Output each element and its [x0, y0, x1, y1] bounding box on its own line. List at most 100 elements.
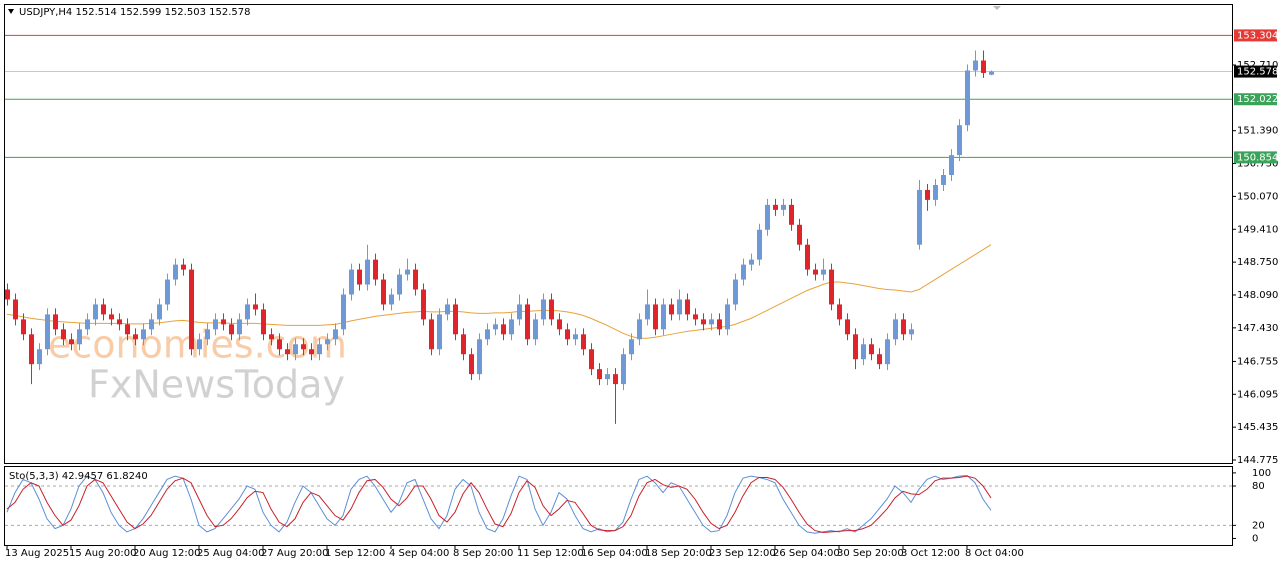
candle-body [189, 269, 194, 350]
candle-body [157, 304, 162, 320]
candle-body [573, 334, 578, 340]
candle-body [389, 294, 394, 305]
candle-body [437, 314, 442, 350]
y-tick-label: 145.435 [1237, 422, 1278, 433]
x-tick-label: 16 Sep 04:00 [581, 548, 648, 559]
last-low: 152.503 [165, 7, 206, 18]
candle-body [965, 70, 970, 126]
candle-body [773, 204, 778, 210]
candle-body [229, 324, 234, 335]
level-label-box [1234, 151, 1277, 164]
candle-body [133, 334, 138, 340]
candle-body [149, 319, 154, 330]
candle-body [757, 229, 762, 260]
candle-body [61, 329, 66, 340]
x-tick-label: 4 Sep 04:00 [389, 548, 449, 559]
candle-body [453, 304, 458, 335]
candle-body [37, 349, 42, 365]
candle-body [237, 319, 242, 335]
candle-body [109, 314, 114, 320]
candle-body [261, 309, 266, 335]
candle-body [805, 244, 810, 270]
candle-body [637, 319, 642, 340]
y-tick-label: 150.730 [1237, 159, 1278, 170]
indicator-header: Sto(5,3,3) 42.9457 61.8240 [9, 471, 148, 482]
x-tick-label: 15 Aug 20:00 [69, 548, 136, 559]
candle-body [877, 354, 882, 365]
y-tick-label: 100 [1252, 468, 1271, 479]
candle-body [517, 304, 522, 320]
candle-body [957, 125, 962, 156]
candle-body [333, 329, 338, 340]
x-tick-label: 26 Sep 04:00 [773, 548, 840, 559]
x-tick-label: 8 Sep 20:00 [453, 548, 513, 559]
price-label: 152.578 [1237, 67, 1278, 78]
candle-body [493, 324, 498, 330]
last-high: 152.599 [120, 7, 161, 18]
candle-body [165, 279, 170, 305]
candle-body [245, 304, 250, 320]
x-tick-label: 23 Sep 12:00 [709, 548, 776, 559]
candle-body [341, 294, 346, 330]
candle-body [669, 304, 674, 315]
plot: 144.775 145.435 146.095 146.755 147.430 148.0… [5, 29, 1278, 559]
chart-header: USDJPY,H4 152.514 152.599 152.503 152.57… [19, 7, 250, 18]
candle-body [69, 339, 74, 345]
candle-body [925, 189, 930, 200]
candle-body [973, 60, 978, 71]
x-tick-label: 8 Oct 04:00 [965, 548, 1024, 559]
candle-body [685, 299, 690, 315]
level-label-box [1234, 93, 1277, 106]
candle-body [293, 344, 298, 355]
x-tick-label: 13 Aug 2025 [5, 548, 69, 559]
candle-body [181, 264, 186, 270]
x-tick-label: 20 Aug 12:00 [133, 548, 200, 559]
menu-arrow[interactable] [8, 9, 14, 14]
candle-body [901, 319, 906, 335]
candle-body [941, 175, 946, 185]
candle-body [53, 314, 58, 330]
candle-body [741, 264, 746, 280]
candle-body [21, 319, 26, 335]
candle-body [789, 204, 794, 225]
candle-body [613, 374, 618, 385]
candle-body [5, 289, 10, 300]
candle-body [485, 329, 490, 340]
price-label-box [1234, 65, 1277, 78]
candle-body [421, 289, 426, 320]
candle-body [909, 329, 914, 335]
oscillator-line [6, 475, 992, 534]
level-label: 152.022 [1237, 94, 1278, 105]
sub-panel [4, 466, 1233, 546]
candle-body [717, 319, 722, 330]
x-tick-label: 1 Sep 12:00 [325, 548, 385, 559]
moving-average [6, 244, 992, 339]
candle-body [405, 269, 410, 275]
candle-body [701, 319, 706, 325]
candle-body [301, 344, 306, 350]
y-tick-label: 0 [1252, 533, 1258, 544]
candle-body [93, 304, 98, 320]
x-tick-label: 18 Sep 20:00 [645, 548, 712, 559]
candle-body [525, 304, 530, 340]
candle-body [653, 304, 658, 330]
level-label-box [1234, 29, 1277, 42]
candle-body [373, 259, 378, 280]
candle-body [397, 274, 402, 295]
candle-body [933, 184, 938, 200]
watermark: FxNewsToday [88, 363, 345, 407]
candle-body [381, 279, 386, 305]
candle-body [429, 319, 434, 350]
y-tick-label: 146.755 [1237, 356, 1278, 367]
shift-marker [993, 6, 1001, 10]
y-tick-label: 152.710 [1237, 60, 1278, 71]
d-readout: 61.8240 [106, 471, 147, 482]
y-tick-label: 148.090 [1237, 290, 1278, 301]
candle-body [357, 269, 362, 285]
candle-body [989, 71, 994, 75]
candle-body [749, 259, 754, 265]
candle-body [173, 264, 178, 280]
candle-body [797, 224, 802, 245]
